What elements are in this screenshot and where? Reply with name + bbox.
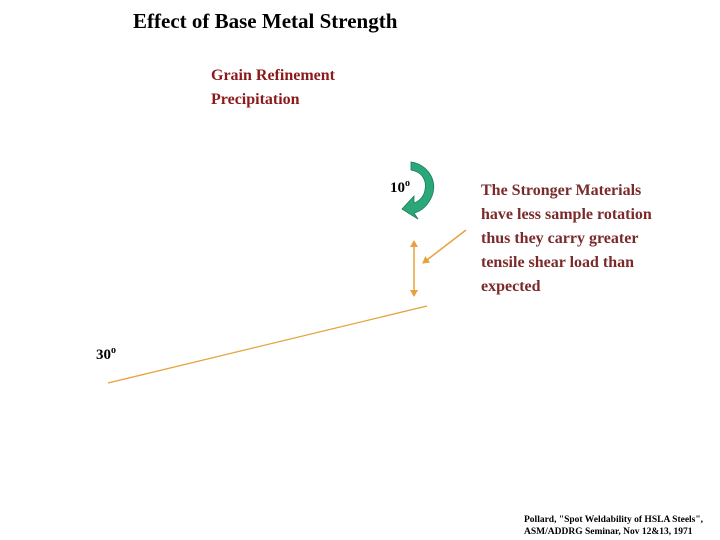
note-line: thus they carry greater bbox=[481, 230, 639, 247]
degree-mark: o bbox=[111, 345, 116, 356]
note-text: The Stronger Materials have less sample … bbox=[481, 179, 652, 299]
angle-label-large: 30o bbox=[96, 345, 116, 364]
angle-large-value: 30 bbox=[96, 347, 111, 363]
subtitle-precipitation: Precipitation bbox=[211, 91, 300, 108]
angle-small-value: 10 bbox=[390, 180, 405, 196]
sample-line bbox=[107, 305, 428, 384]
rotation-arrow-icon bbox=[401, 161, 434, 220]
degree-mark: o bbox=[405, 178, 410, 189]
citation-line-2: ASM/ADDRG Seminar, Nov 12&13, 1971 bbox=[524, 527, 693, 537]
note-line: have less sample rotation bbox=[481, 206, 652, 223]
note-line: tensile shear load than bbox=[481, 254, 635, 271]
angle-label-small: 10o bbox=[390, 178, 410, 197]
subtitle-grain-refinement: Grain Refinement bbox=[211, 67, 335, 84]
page-title: Effect of Base Metal Strength bbox=[133, 9, 398, 33]
pointer-arrow bbox=[422, 229, 467, 264]
note-line: The Stronger Materials bbox=[481, 182, 642, 199]
citation-line-1: Pollard, "Spot Weldability of HSLA Steel… bbox=[524, 515, 704, 525]
citation: Pollard, "Spot Weldability of HSLA Steel… bbox=[524, 514, 703, 538]
note-line: expected bbox=[481, 278, 541, 295]
